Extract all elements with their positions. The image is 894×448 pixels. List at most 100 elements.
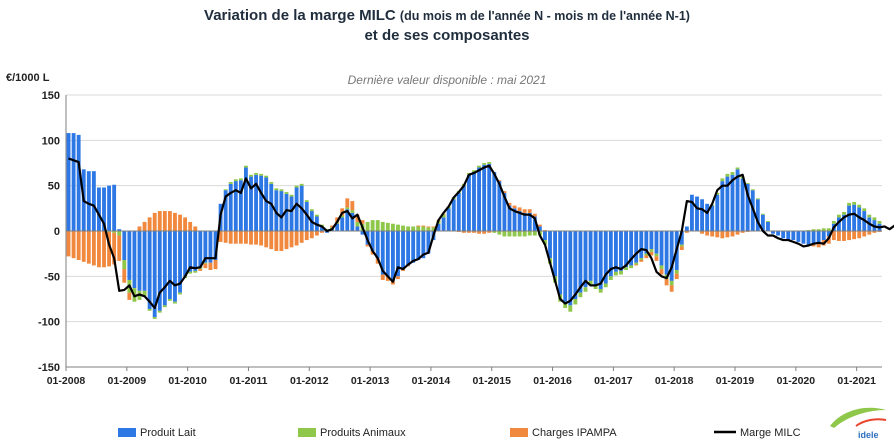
bar-charges-ipampa	[467, 231, 471, 233]
bar-produit-lait	[781, 231, 786, 239]
y-tick-labels: 150 100 50 0 -50 -100 -150	[38, 90, 60, 374]
bar-charges-ipampa	[183, 217, 188, 231]
bar-produits-animaux	[152, 317, 157, 319]
bar-produit-lait	[375, 231, 380, 259]
bar-produit-lait	[152, 231, 157, 318]
bar-produit-lait	[806, 231, 811, 246]
bar-produit-lait	[821, 231, 826, 241]
bar-produits-animaux	[350, 210, 355, 213]
bar-charges-ipampa	[97, 231, 101, 268]
bar-charges-ipampa	[710, 231, 715, 237]
bar-charges-ipampa	[720, 231, 725, 239]
bar-produits-animaux	[233, 179, 238, 182]
bar-charges-ipampa	[517, 207, 522, 212]
bar-produit-lait	[842, 214, 846, 231]
bar-produit-lait	[127, 231, 132, 280]
bar-produit-lait	[228, 183, 233, 231]
marge-milc-line	[68, 157, 894, 310]
bar-produits-animaux	[502, 231, 507, 237]
bar-produit-lait	[208, 231, 213, 263]
bar-produits-animaux	[269, 182, 274, 184]
bar-produit-lait	[710, 205, 715, 231]
bar-produits-animaux	[532, 231, 537, 236]
bar-produits-animaux	[497, 231, 502, 235]
bar-produit-lait	[380, 231, 385, 275]
bar-charges-ipampa	[477, 231, 481, 234]
bar-charges-ipampa	[233, 231, 238, 244]
bar-produits-animaux	[117, 231, 122, 236]
bar-produits-animaux	[147, 308, 152, 311]
bar-produit-lait	[269, 183, 274, 231]
bar-produit-lait	[771, 231, 775, 234]
bar-produit-lait	[340, 217, 345, 231]
chart-title-paren: (du mois m de l'année N - mois m de l'an…	[399, 9, 690, 23]
bar-charges-ipampa	[284, 231, 289, 250]
bar-produits-animaux	[847, 202, 851, 206]
bar-produit-lait	[289, 196, 294, 231]
bar-produits-animaux	[512, 231, 517, 237]
bar-produit-lait	[588, 231, 593, 281]
bar-produit-lait	[107, 185, 111, 231]
bar-produit-lait	[451, 199, 456, 231]
x-tick-label: 01-2010	[168, 375, 207, 387]
legend-swatch-produit-lait	[118, 428, 136, 437]
bar-produits-animaux	[639, 258, 644, 261]
bar-charges-ipampa	[679, 246, 684, 251]
bar-charges-ipampa	[482, 231, 487, 234]
bar-charges-ipampa	[537, 224, 542, 227]
bar-produit-lait	[345, 209, 350, 231]
bar-produits-animaux	[568, 305, 573, 312]
y-tick-label: -50	[44, 271, 60, 283]
bar-produit-lait	[436, 223, 441, 231]
x-tick-label: 01-2017	[594, 375, 633, 387]
bar-produit-lait	[284, 193, 289, 231]
bar-produits-animaux	[867, 214, 872, 218]
bar-produit-lait	[122, 231, 127, 261]
bar-charges-ipampa	[497, 180, 502, 182]
bar-produit-lait	[142, 231, 147, 291]
bar-charges-ipampa	[203, 263, 208, 269]
bar-charges-ipampa	[193, 226, 198, 231]
bar-produit-lait	[167, 231, 172, 299]
y-tick-label: -150	[38, 362, 60, 374]
bar-produit-lait	[766, 221, 770, 231]
bar-produit-lait	[294, 187, 299, 231]
bar-charges-ipampa	[86, 231, 91, 264]
bar-charges-ipampa	[213, 260, 218, 270]
bar-produits-animaux	[654, 253, 659, 257]
bar-produit-lait	[76, 134, 81, 231]
bar-charges-ipampa	[831, 231, 836, 241]
bar-produit-lait	[593, 231, 598, 286]
bar-produits-animaux	[411, 226, 416, 231]
chart-title: Variation de la marge MILC (du mois m de…	[0, 6, 894, 46]
bar-charges-ipampa	[320, 231, 324, 233]
bar-produits-animaux	[862, 208, 867, 212]
bar-produits-animaux	[730, 172, 735, 175]
bar-produit-lait	[852, 204, 857, 231]
bar-produit-lait	[97, 187, 101, 231]
bar-charges-ipampa	[431, 226, 436, 228]
bar-produit-lait	[502, 192, 507, 231]
bar-produits-animaux	[112, 231, 117, 233]
bar-produits-animaux	[487, 162, 492, 164]
bar-produits-animaux	[289, 194, 294, 197]
bar-produit-lait	[755, 199, 760, 231]
bar-produits-animaux	[629, 265, 634, 269]
chart-title-line2: et de ses composantes	[364, 27, 530, 44]
bar-produits-animaux	[583, 287, 588, 292]
x-tick-label: 01-2021	[837, 375, 876, 387]
bar-charges-ipampa	[314, 231, 319, 236]
bar-produits-animaux	[588, 280, 593, 286]
bar-charges-ipampa	[700, 231, 704, 234]
bar-produit-lait	[213, 231, 218, 261]
bar-produit-lait	[137, 231, 142, 291]
bar-charges-ipampa	[842, 231, 846, 241]
bar-produits-animaux	[254, 172, 258, 175]
bar-produit-lait	[532, 216, 537, 231]
bar-charges-ipampa	[350, 201, 355, 211]
bar-charges-ipampa	[522, 209, 527, 213]
bar-produits-animaux	[299, 183, 304, 186]
bar-charges-ipampa	[157, 211, 162, 231]
bar-charges-ipampa	[162, 211, 167, 231]
bar-produit-lait	[370, 231, 375, 251]
